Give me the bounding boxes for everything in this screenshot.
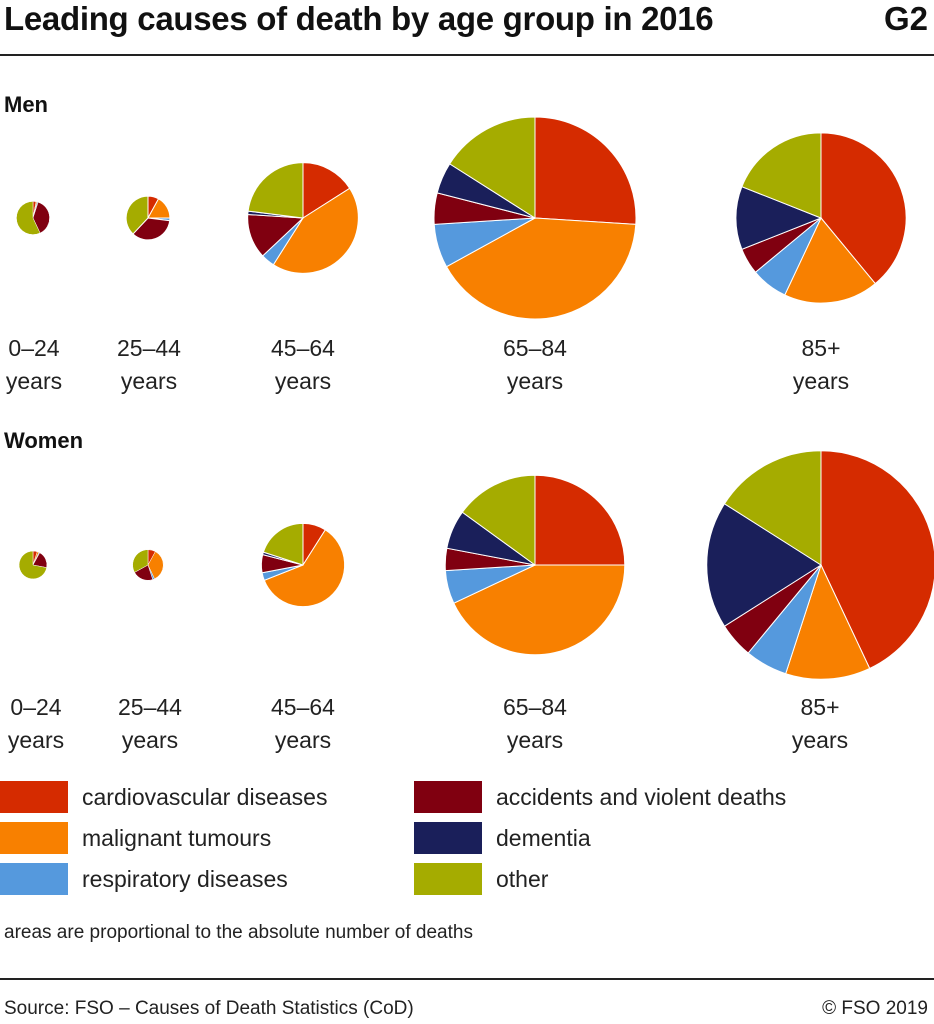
men-pie-4-slice-5	[741, 132, 822, 219]
legend-label: dementia	[496, 824, 591, 851]
women-age-label-1: 25–44 years	[118, 694, 182, 753]
women-age-label-0: 0–24 years	[7, 694, 65, 753]
men-pie-0	[16, 201, 50, 235]
men-age-label-0: 0–24 years	[5, 335, 63, 394]
legend-label: malignant tumours	[82, 824, 272, 851]
women-pie-4-slice-1	[785, 563, 871, 680]
women-age-label-2: 45–64 years	[271, 694, 335, 753]
men-pie-4-slice-4	[735, 186, 823, 250]
women-pie-2-slice-5	[262, 522, 304, 566]
women-age-label-4: 85+ years	[791, 694, 849, 753]
women-pie-3-slice-5	[461, 474, 536, 566]
area-note: areas are proportional to the absolute n…	[4, 922, 473, 943]
men-pie-4-slice-0	[820, 132, 907, 285]
women-group-label: Women	[4, 428, 84, 453]
legend-swatch	[414, 863, 482, 895]
women-pie-3-slice-0	[534, 474, 626, 566]
chart-code: G2	[883, 0, 928, 37]
legend-swatch	[414, 822, 482, 854]
men-age-label-3: 65–84 years	[503, 335, 567, 394]
women-pie-4-slice-5	[723, 450, 822, 566]
men-age-label-4: 85+ years	[792, 335, 850, 394]
men-pie-0-slice-3	[32, 201, 50, 234]
men-pie-1	[125, 195, 171, 241]
women-pie-2	[260, 522, 346, 608]
bottom-divider	[0, 978, 934, 980]
pie-charts	[16, 116, 934, 680]
legend-label: accidents and violent deaths	[496, 783, 787, 810]
men-group-label: Men	[4, 92, 48, 117]
men-pie-1-slice-5	[125, 195, 149, 235]
women-pie-4	[706, 450, 934, 680]
legend-item-accidents: accidents and violent deaths	[414, 780, 786, 814]
source-text: Source: FSO – Causes of Death Statistics…	[4, 998, 414, 1019]
women-pie-1	[132, 549, 164, 581]
women-pie-1-slice-1	[147, 551, 164, 580]
legend-swatch	[0, 781, 68, 813]
men-pie-2	[247, 162, 359, 274]
men-pie-3	[433, 116, 637, 320]
chart-title: Leading causes of death by age group in …	[4, 0, 714, 37]
legend-swatch	[0, 863, 68, 895]
men-pie-0-slice-5	[16, 201, 41, 235]
men-pie-3-slice-5	[449, 116, 536, 219]
women-age-label-3: 65–84 years	[503, 694, 567, 753]
women-pie-3	[444, 474, 626, 656]
women-pie-3-slice-1	[453, 564, 626, 656]
legend-item-dementia: dementia	[414, 821, 591, 855]
legend-item-respiratory: respiratory diseases	[0, 862, 288, 896]
women-pie-4-slice-0	[820, 450, 934, 670]
legend-label: other	[496, 865, 549, 892]
legend-label: cardiovascular diseases	[82, 783, 328, 810]
men-age-label-2: 45–64 years	[271, 335, 335, 394]
men-pie-1-slice-3	[132, 217, 171, 241]
men-pie-2-slice-5	[247, 162, 304, 219]
legend-label: respiratory diseases	[82, 865, 288, 892]
copyright-text: © FSO 2019	[822, 998, 928, 1019]
legend-item-cardiovascular: cardiovascular diseases	[0, 780, 327, 814]
men-pie-4-slice-1	[784, 217, 876, 304]
men-pie-3-slice-0	[534, 116, 637, 225]
legend-swatch	[414, 781, 482, 813]
women-pie-1-slice-5	[132, 549, 149, 573]
women-pie-0	[18, 550, 48, 580]
legend-item-other: other	[414, 862, 548, 896]
legend-swatch	[0, 822, 68, 854]
legend-item-malignant: malignant tumours	[0, 821, 271, 855]
women-pie-0-slice-5	[18, 550, 47, 580]
top-divider	[0, 54, 934, 56]
men-pie-3-slice-1	[445, 217, 637, 320]
men-age-label-1: 25–44 years	[117, 335, 181, 394]
women-pie-2-slice-1	[263, 529, 346, 608]
men-pie-4	[735, 132, 907, 304]
women-pie-4-slice-4	[706, 503, 822, 627]
men-pie-2-slice-0	[302, 162, 351, 219]
men-pie-2-slice-1	[272, 187, 359, 274]
